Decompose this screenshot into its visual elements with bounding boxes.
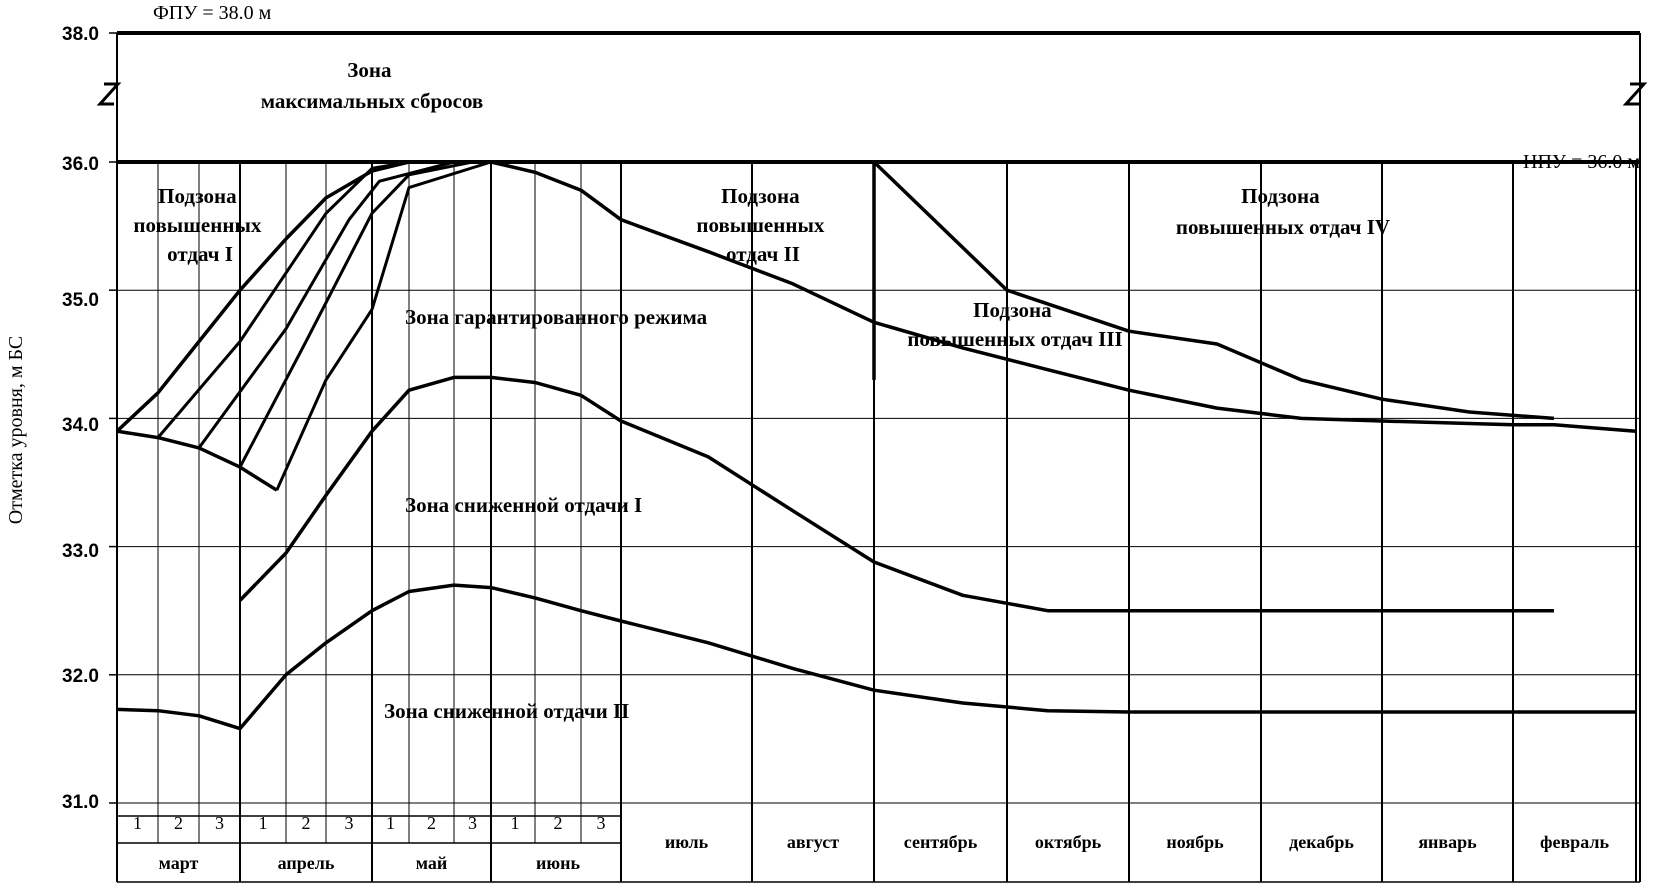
month-label-march: март bbox=[159, 853, 199, 873]
month-label-september: сентябрь bbox=[904, 832, 978, 852]
decade-label: 3 bbox=[215, 813, 224, 833]
fpu-level-label: ФПУ = 38.0 м bbox=[153, 2, 272, 24]
zone-label-increased-release-2: Подзона повышенных отдач II bbox=[696, 184, 829, 266]
zone-label-reduced-release-2: Зона сниженной отдачи II bbox=[384, 699, 629, 723]
decade-label: 1 bbox=[511, 813, 520, 833]
decade-label: 2 bbox=[554, 813, 563, 833]
series-line-2 bbox=[238, 375, 1554, 613]
month-label-february: февраль bbox=[1540, 832, 1609, 852]
decade-label: 2 bbox=[302, 813, 311, 833]
y-tick-label-32: 32.0 bbox=[62, 666, 99, 687]
month-label-december: декабрь bbox=[1289, 832, 1354, 852]
npu-level-label: НПУ = 36.0 м bbox=[1523, 151, 1640, 173]
zone-label-guaranteed-regime: Зона гарантированного режима bbox=[405, 305, 708, 329]
month-label-april: апрель bbox=[278, 853, 335, 873]
zone-label-max-discharge: Зона максимальных сбросов bbox=[261, 58, 484, 113]
decade-label: 3 bbox=[345, 813, 354, 833]
decade-label: 2 bbox=[174, 813, 183, 833]
decade-label: 2 bbox=[427, 813, 436, 833]
y-tick-label-31: 31.0 bbox=[62, 792, 99, 813]
series-line-1 bbox=[116, 583, 1636, 731]
month-label-june: июнь bbox=[536, 853, 580, 873]
grid-lines bbox=[116, 162, 1640, 882]
series-lines bbox=[115, 160, 1637, 731]
decade-label: 1 bbox=[386, 813, 395, 833]
x-decade-labels: 1 2 3 1 2 3 1 2 3 1 2 3 bbox=[133, 813, 606, 833]
dispatch-fan-line bbox=[238, 160, 473, 468]
y-axis-label: Отметка уровня, м БС bbox=[5, 336, 27, 524]
y-tick-label-38: 38.0 bbox=[62, 24, 99, 45]
axis-break-mark-left bbox=[96, 82, 122, 106]
axis-break-mark-right bbox=[1622, 82, 1648, 106]
x-month-labels: март апрель май июнь июль август сентябр… bbox=[159, 832, 1610, 873]
month-label-october: октябрь bbox=[1035, 832, 1102, 852]
y-tick-label-34: 34.0 bbox=[62, 415, 99, 436]
series-line-3 bbox=[115, 160, 1637, 433]
zone-label-reduced-release-1: Зона сниженной отдачи I bbox=[405, 493, 642, 517]
dispatch-fan-line bbox=[197, 160, 455, 449]
decade-label: 1 bbox=[259, 813, 268, 833]
month-label-august: август bbox=[787, 832, 839, 852]
y-tick-label-36: 36.0 bbox=[62, 154, 99, 175]
month-label-may: май bbox=[416, 853, 448, 873]
zone-label-increased-release-3: Подзона повышенных отдач III bbox=[907, 298, 1122, 351]
y-tick-label-35: 35.0 bbox=[62, 290, 99, 311]
month-label-july: июль bbox=[665, 832, 709, 852]
zone-label-increased-release-1: Подзона повышенных отдач I bbox=[133, 184, 266, 266]
month-label-november: ноябрь bbox=[1166, 832, 1224, 852]
month-label-january: январь bbox=[1418, 832, 1477, 852]
zone-boundary-lines bbox=[116, 160, 1555, 492]
zone-label-increased-release-4: Подзона повышенных отдач IV bbox=[1176, 184, 1390, 239]
decade-label: 3 bbox=[468, 813, 477, 833]
dispatch-fan-line bbox=[275, 160, 492, 491]
decade-label: 1 bbox=[133, 813, 142, 833]
zone-3-4-boundary bbox=[872, 160, 1555, 421]
chart-frame bbox=[109, 31, 1641, 883]
y-tick-label-33: 33.0 bbox=[62, 541, 99, 562]
decade-label: 3 bbox=[597, 813, 606, 833]
